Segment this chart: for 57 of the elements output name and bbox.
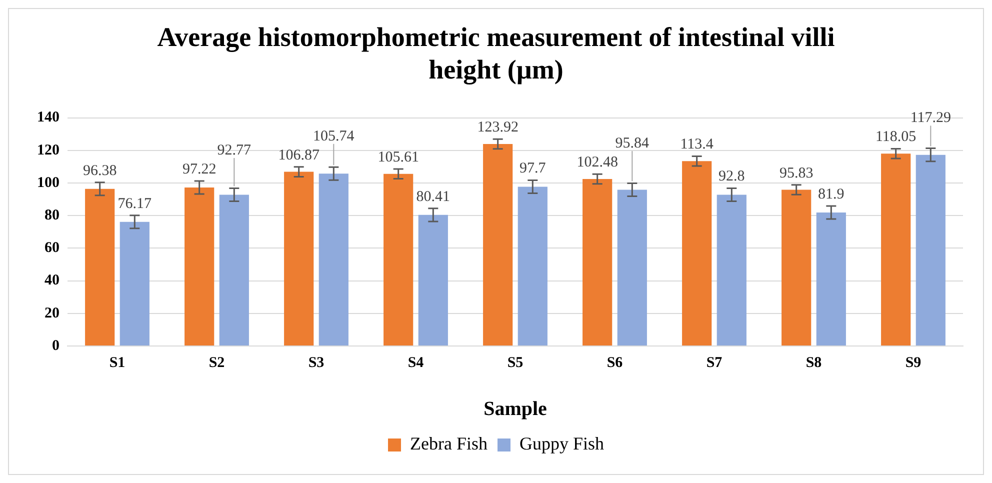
data-label: 123.92 — [477, 120, 518, 136]
bar — [483, 144, 513, 346]
data-label: 117.29 — [910, 110, 952, 126]
data-label: 97.7 — [520, 160, 546, 177]
x-tick-label: S6 — [606, 354, 624, 371]
x-tick-label: S1 — [109, 354, 126, 371]
bar — [716, 194, 746, 346]
bar — [418, 214, 448, 346]
x-tick-label: S5 — [507, 354, 524, 371]
bar — [318, 174, 348, 346]
data-label: 113.4 — [680, 136, 714, 153]
bar — [184, 188, 214, 346]
data-label: 105.61 — [378, 149, 419, 166]
bar — [816, 212, 846, 346]
bar — [682, 161, 712, 346]
data-label: 97.22 — [182, 161, 216, 178]
y-tick-label: 80 — [44, 207, 60, 224]
data-label: 92.8 — [718, 168, 745, 185]
data-label: 102.48 — [576, 154, 618, 171]
data-label: 80.41 — [416, 188, 450, 205]
data-label: 92.77 — [217, 142, 252, 158]
data-label: 96.38 — [82, 162, 117, 179]
bar — [582, 178, 612, 346]
bar — [384, 174, 414, 346]
bar — [284, 172, 314, 346]
x-tick-label: S4 — [408, 354, 424, 371]
bar — [916, 154, 946, 346]
data-label: 118.05 — [875, 129, 916, 146]
bar — [518, 186, 548, 346]
y-tick-label: 40 — [44, 272, 60, 289]
data-label: 105.74 — [313, 128, 355, 144]
x-tick-label: S7 — [706, 354, 723, 371]
y-tick-label: 140 — [37, 110, 60, 126]
y-tick-label: 120 — [37, 142, 60, 158]
bar — [782, 190, 812, 346]
data-label: 106.87 — [278, 147, 320, 164]
x-tick-label: S2 — [208, 354, 225, 371]
bar — [617, 190, 647, 346]
y-tick-label: 60 — [44, 240, 60, 256]
bar — [881, 154, 911, 346]
x-tick-label: S9 — [905, 354, 922, 371]
legend-label: Zebra Fish — [410, 434, 488, 454]
y-tick-label: 100 — [37, 174, 60, 191]
y-tick-label: 0 — [52, 338, 60, 354]
y-tick-label: 20 — [44, 305, 60, 322]
chart-title: Average histomorphometric measurement of intestinal villi height (µm) — [157, 22, 836, 85]
bar — [120, 222, 150, 346]
bar — [85, 188, 115, 346]
legend-label: Guppy Fish — [519, 434, 604, 454]
data-label: 76.17 — [118, 196, 152, 212]
bar — [219, 194, 249, 346]
x-tick-label: S8 — [806, 354, 822, 371]
data-label: 81.9 — [818, 186, 844, 202]
data-label: 95.83 — [779, 165, 814, 182]
x-tick-label: S3 — [308, 354, 324, 371]
x-axis-title: Sample — [484, 398, 548, 420]
data-label: 95.84 — [615, 136, 650, 152]
